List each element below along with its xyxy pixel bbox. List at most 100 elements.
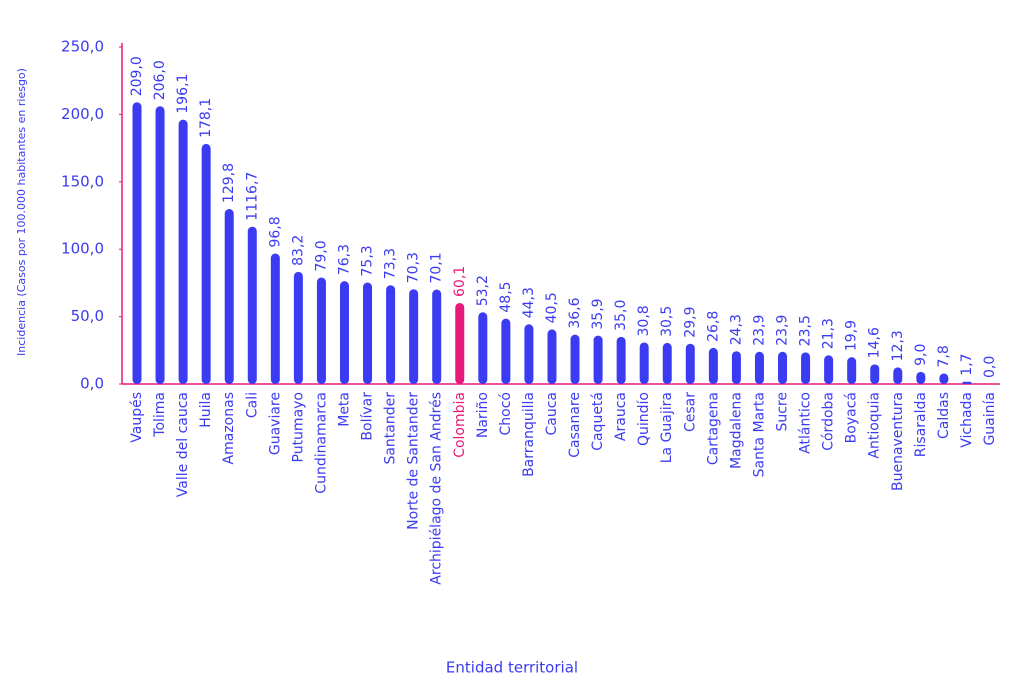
x-tick-label: Colombia bbox=[452, 392, 468, 458]
x-tick-label: Guaviare bbox=[267, 392, 283, 455]
x-tick-label: Cesar bbox=[682, 392, 698, 432]
bar bbox=[870, 364, 880, 384]
x-tick-label: Antioquia bbox=[867, 392, 883, 459]
bar bbox=[455, 302, 465, 384]
bar bbox=[616, 336, 626, 384]
x-tick-label: Chocó bbox=[498, 392, 514, 435]
value-label: 12,3 bbox=[890, 330, 906, 361]
bar bbox=[270, 253, 280, 384]
x-tick-label: Arauca bbox=[613, 392, 629, 441]
value-label: 0,0 bbox=[982, 356, 998, 378]
bar bbox=[570, 334, 580, 384]
x-tick-label: Risaralda bbox=[913, 392, 929, 457]
value-label: 96,8 bbox=[267, 216, 283, 247]
bar bbox=[893, 367, 903, 384]
value-label: 178,1 bbox=[198, 98, 214, 138]
bar bbox=[339, 281, 349, 384]
x-tick-label: Huila bbox=[198, 392, 214, 428]
value-label: 79,0 bbox=[313, 240, 329, 271]
x-tick-label: Cauca bbox=[544, 392, 560, 436]
value-label: 73,3 bbox=[383, 248, 399, 279]
bar bbox=[386, 285, 396, 384]
bar bbox=[224, 209, 234, 384]
x-tick-label: Santa Marta bbox=[751, 392, 767, 477]
value-label: 83,2 bbox=[290, 235, 306, 266]
y-tick-label: 50,0 bbox=[71, 307, 104, 325]
bar bbox=[201, 143, 211, 384]
y-tick-label: 100,0 bbox=[61, 240, 104, 258]
bar bbox=[824, 355, 834, 384]
value-label: 7,8 bbox=[936, 345, 952, 367]
x-axis-title: Entidad territorial bbox=[446, 659, 578, 677]
y-tick-label: 200,0 bbox=[61, 105, 104, 123]
bar bbox=[916, 371, 926, 384]
x-tick-label: Norte de Santander bbox=[406, 392, 422, 530]
value-label: 1116,7 bbox=[244, 172, 260, 221]
value-label: 53,2 bbox=[475, 275, 491, 306]
bar bbox=[662, 342, 672, 384]
value-label: 23,5 bbox=[798, 315, 814, 346]
bar bbox=[432, 289, 442, 384]
value-label: 23,9 bbox=[775, 315, 791, 346]
bar bbox=[962, 381, 972, 384]
bar bbox=[778, 351, 788, 384]
bar bbox=[409, 289, 419, 384]
x-tick-label: Magdalena bbox=[728, 392, 744, 469]
value-label: 48,5 bbox=[498, 281, 514, 312]
x-tick-label: La Guajira bbox=[659, 392, 675, 463]
value-label: 70,3 bbox=[406, 252, 422, 283]
bar bbox=[593, 335, 603, 384]
bar bbox=[316, 277, 326, 384]
value-label: 1,7 bbox=[959, 353, 975, 375]
x-tick-label: Cartagena bbox=[705, 392, 721, 465]
value-label: 206,0 bbox=[152, 60, 168, 100]
bar bbox=[801, 352, 811, 384]
value-label: 75,3 bbox=[360, 245, 376, 276]
bar bbox=[178, 119, 188, 385]
bar bbox=[708, 347, 718, 384]
x-tick-label: Putumayo bbox=[290, 392, 306, 463]
bar bbox=[731, 351, 741, 384]
x-tick-label: Quindío bbox=[636, 392, 652, 446]
x-tick-label: Atlántico bbox=[798, 392, 814, 454]
value-label: 209,0 bbox=[129, 56, 145, 96]
value-label: 23,9 bbox=[751, 315, 767, 346]
bar bbox=[547, 329, 557, 384]
value-label: 36,6 bbox=[567, 297, 583, 328]
bar bbox=[478, 312, 488, 384]
value-label: 9,0 bbox=[913, 344, 929, 366]
x-tick-label: Cundinamarca bbox=[313, 392, 329, 494]
value-label: 60,1 bbox=[452, 266, 468, 297]
value-label: 129,8 bbox=[221, 163, 237, 203]
bar bbox=[363, 282, 373, 384]
bar bbox=[501, 318, 511, 384]
x-tick-label: Córdoba bbox=[821, 392, 837, 451]
bar bbox=[247, 226, 257, 384]
x-tick-label: Caldas bbox=[936, 392, 952, 439]
x-tick-label: Nariño bbox=[475, 392, 491, 438]
x-tick-label: Vichada bbox=[959, 392, 975, 448]
x-tick-label: Boyacá bbox=[844, 392, 860, 443]
x-tick-label: Casanare bbox=[567, 392, 583, 458]
y-tick-label: 150,0 bbox=[61, 172, 104, 190]
x-tick-label: Valle del cauca bbox=[175, 392, 191, 497]
value-label: 35,0 bbox=[613, 300, 629, 331]
bar bbox=[639, 342, 649, 384]
x-tick-label: Santander bbox=[383, 392, 399, 465]
value-label: 40,5 bbox=[544, 292, 560, 323]
bar bbox=[524, 324, 534, 384]
x-tick-label: Cali bbox=[244, 392, 260, 418]
x-tick-label: Guainía bbox=[982, 392, 998, 446]
x-tick-label: Amazonas bbox=[221, 392, 237, 464]
x-tick-label: Vaupés bbox=[129, 392, 145, 443]
bar bbox=[132, 102, 142, 384]
x-tick-label: Tolima bbox=[152, 392, 168, 438]
value-label: 35,9 bbox=[590, 298, 606, 329]
y-axis-title: Incidencia (Casos por 100.000 habitantes… bbox=[15, 68, 28, 356]
value-label: 196,1 bbox=[175, 74, 191, 114]
value-label: 19,9 bbox=[844, 320, 860, 351]
x-tick-label: Archipiélago de San Andrés bbox=[429, 392, 445, 585]
bar bbox=[685, 343, 695, 384]
bar bbox=[847, 357, 857, 384]
